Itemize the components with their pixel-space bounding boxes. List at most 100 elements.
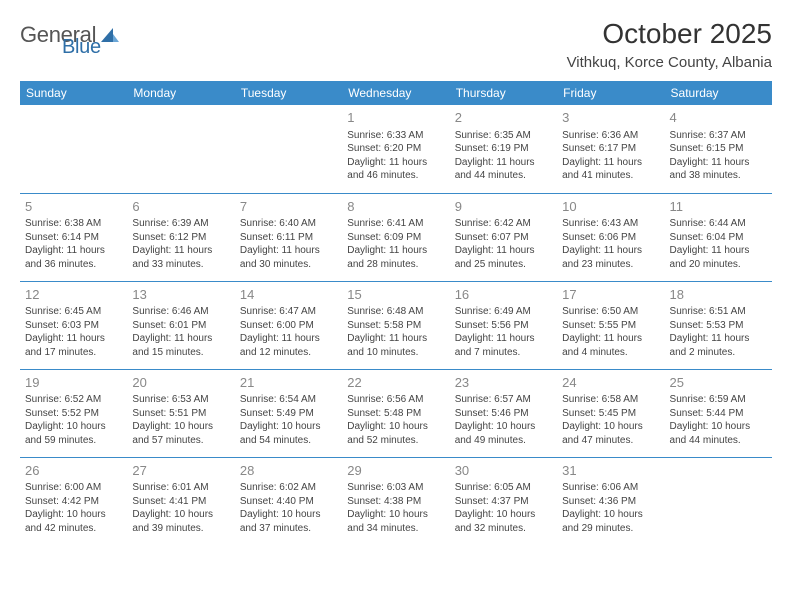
day-sunrise: Sunrise: 6:50 AM xyxy=(562,305,659,319)
day-number: 7 xyxy=(240,198,337,216)
day-daylight: Daylight: 11 hours and 38 minutes. xyxy=(670,156,767,183)
logo-triangle-icon xyxy=(101,28,119,42)
calendar-day-cell: 15Sunrise: 6:48 AMSunset: 5:58 PMDayligh… xyxy=(342,281,449,369)
day-sunset: Sunset: 5:48 PM xyxy=(347,407,444,421)
weekday-header: Wednesday xyxy=(342,81,449,105)
weekday-header: Sunday xyxy=(20,81,127,105)
day-sunset: Sunset: 5:55 PM xyxy=(562,319,659,333)
day-daylight: Daylight: 11 hours and 41 minutes. xyxy=(562,156,659,183)
day-sunset: Sunset: 5:45 PM xyxy=(562,407,659,421)
day-number: 27 xyxy=(132,462,229,480)
day-sunset: Sunset: 5:52 PM xyxy=(25,407,122,421)
calendar-day-cell: 23Sunrise: 6:57 AMSunset: 5:46 PMDayligh… xyxy=(450,369,557,457)
day-number: 2 xyxy=(455,109,552,127)
day-sunset: Sunset: 4:38 PM xyxy=(347,495,444,509)
day-sunrise: Sunrise: 6:49 AM xyxy=(455,305,552,319)
day-sunrise: Sunrise: 6:00 AM xyxy=(25,481,122,495)
calendar-day-cell xyxy=(235,105,342,193)
calendar-day-cell: 6Sunrise: 6:39 AMSunset: 6:12 PMDaylight… xyxy=(127,193,234,281)
day-sunset: Sunset: 6:11 PM xyxy=(240,231,337,245)
day-sunset: Sunset: 6:20 PM xyxy=(347,142,444,156)
day-sunset: Sunset: 5:46 PM xyxy=(455,407,552,421)
day-number: 16 xyxy=(455,286,552,304)
day-number: 29 xyxy=(347,462,444,480)
day-sunset: Sunset: 4:37 PM xyxy=(455,495,552,509)
day-number: 12 xyxy=(25,286,122,304)
day-sunrise: Sunrise: 6:38 AM xyxy=(25,217,122,231)
day-sunset: Sunset: 5:53 PM xyxy=(670,319,767,333)
day-daylight: Daylight: 11 hours and 33 minutes. xyxy=(132,244,229,271)
day-number: 8 xyxy=(347,198,444,216)
calendar-week-row: 12Sunrise: 6:45 AMSunset: 6:03 PM Dayligh… xyxy=(20,281,772,369)
day-sunrise: Sunrise: 6:59 AM xyxy=(670,393,767,407)
day-daylight: Daylight: 11 hours and 23 minutes. xyxy=(562,244,659,271)
day-sunrise: Sunrise: 6:01 AM xyxy=(132,481,229,495)
day-number: 1 xyxy=(347,109,444,127)
day-sunset: Sunset: 6:14 PM xyxy=(25,231,122,245)
calendar-day-cell: 8Sunrise: 6:41 AMSunset: 6:09 PMDaylight… xyxy=(342,193,449,281)
day-sunrise: Sunrise: 6:33 AM xyxy=(347,129,444,143)
calendar-day-cell: 16Sunrise: 6:49 AMSunset: 5:56 PMDayligh… xyxy=(450,281,557,369)
weekday-header: Monday xyxy=(127,81,234,105)
day-sunset: Sunset: 6:12 PM xyxy=(132,231,229,245)
day-sunset: Sunset: 4:40 PM xyxy=(240,495,337,509)
weekday-row: SundayMondayTuesdayWednesdayThursdayFrid… xyxy=(20,81,772,105)
calendar-body: 1 Sunrise: 6:33 AMSunset: 6:20 PM Daylight… xyxy=(20,105,772,545)
day-sunset: Sunset: 6:03 PM xyxy=(25,319,122,333)
weekday-header: Thursday xyxy=(450,81,557,105)
day-sunrise: Sunrise: 6:44 AM xyxy=(670,217,767,231)
day-sunrise: Sunrise: 6:05 AM xyxy=(455,481,552,495)
calendar-day-cell: 5Sunrise: 6:38 AMSunset: 6:14 PMDaylight… xyxy=(20,193,127,281)
day-number: 19 xyxy=(25,374,122,392)
day-sunrise: Sunrise: 6:35 AM xyxy=(455,129,552,143)
calendar-day-cell: 21Sunrise: 6:54 AMSunset: 5:49 PMDayligh… xyxy=(235,369,342,457)
day-sunrise: Sunrise: 6:46 AM xyxy=(132,305,229,319)
day-number: 15 xyxy=(347,286,444,304)
logo: General Blue xyxy=(20,18,119,48)
day-daylight: Daylight: 11 hours and 30 minutes. xyxy=(240,244,337,271)
day-daylight: Daylight: 10 hours and 44 minutes. xyxy=(670,420,767,447)
calendar-day-cell: 11Sunrise: 6:44 AMSunset: 6:04 PMDayligh… xyxy=(665,193,772,281)
day-sunrise: Sunrise: 6:47 AM xyxy=(240,305,337,319)
day-sunset: Sunset: 5:58 PM xyxy=(347,319,444,333)
day-daylight: Daylight: 11 hours and 2 minutes. xyxy=(670,332,767,359)
day-number: 25 xyxy=(670,374,767,392)
day-number: 28 xyxy=(240,462,337,480)
day-sunrise: Sunrise: 6:53 AM xyxy=(132,393,229,407)
day-sunrise: Sunrise: 6:52 AM xyxy=(25,393,122,407)
day-sunrise: Sunrise: 6:45 AM xyxy=(25,305,122,319)
calendar-day-cell: 20Sunrise: 6:53 AMSunset: 5:51 PMDayligh… xyxy=(127,369,234,457)
calendar-head: SundayMondayTuesdayWednesdayThursdayFrid… xyxy=(20,81,772,105)
day-sunset: Sunset: 6:07 PM xyxy=(455,231,552,245)
day-number: 9 xyxy=(455,198,552,216)
calendar-day-cell: 4Sunrise: 6:37 AMSunset: 6:15 PMDaylight… xyxy=(665,105,772,193)
calendar-day-cell: 18Sunrise: 6:51 AMSunset: 5:53 PMDayligh… xyxy=(665,281,772,369)
day-sunset: Sunset: 4:42 PM xyxy=(25,495,122,509)
day-sunrise: Sunrise: 6:37 AM xyxy=(670,129,767,143)
day-daylight: Daylight: 10 hours and 54 minutes. xyxy=(240,420,337,447)
calendar-day-cell: 9Sunrise: 6:42 AMSunset: 6:07 PMDaylight… xyxy=(450,193,557,281)
day-sunrise: Sunrise: 6:40 AM xyxy=(240,217,337,231)
day-sunset: Sunset: 6:17 PM xyxy=(562,142,659,156)
day-number: 30 xyxy=(455,462,552,480)
day-sunrise: Sunrise: 6:06 AM xyxy=(562,481,659,495)
calendar-day-cell: 12Sunrise: 6:45 AMSunset: 6:03 PMDayligh… xyxy=(20,281,127,369)
calendar-day-cell: 31Sunrise: 6:06 AMSunset: 4:36 PMDayligh… xyxy=(557,457,664,545)
calendar-day-cell: 14Sunrise: 6:47 AMSunset: 6:00 PMDayligh… xyxy=(235,281,342,369)
calendar-day-cell: 25Sunrise: 6:59 AMSunset: 5:44 PMDayligh… xyxy=(665,369,772,457)
day-daylight: Daylight: 10 hours and 59 minutes. xyxy=(25,420,122,447)
calendar-day-cell: 2Sunrise: 6:35 AMSunset: 6:19 PMDaylight… xyxy=(450,105,557,193)
day-sunrise: Sunrise: 6:51 AM xyxy=(670,305,767,319)
day-sunrise: Sunrise: 6:43 AM xyxy=(562,217,659,231)
calendar-week-row: 19Sunrise: 6:52 AMSunset: 5:52 PMDayligh… xyxy=(20,369,772,457)
calendar-day-cell: 19Sunrise: 6:52 AMSunset: 5:52 PMDayligh… xyxy=(20,369,127,457)
day-sunrise: Sunrise: 6:57 AM xyxy=(455,393,552,407)
day-daylight: Daylight: 11 hours and 15 minutes. xyxy=(132,332,229,359)
day-sunrise: Sunrise: 6:48 AM xyxy=(347,305,444,319)
day-number: 11 xyxy=(670,198,767,216)
day-daylight: Daylight: 11 hours and 44 minutes. xyxy=(455,156,552,183)
day-number: 10 xyxy=(562,198,659,216)
calendar-week-row: 5Sunrise: 6:38 AMSunset: 6:14 PMDaylight… xyxy=(20,193,772,281)
location-text: Vithkuq, Korce County, Albania xyxy=(567,54,772,71)
day-number: 22 xyxy=(347,374,444,392)
